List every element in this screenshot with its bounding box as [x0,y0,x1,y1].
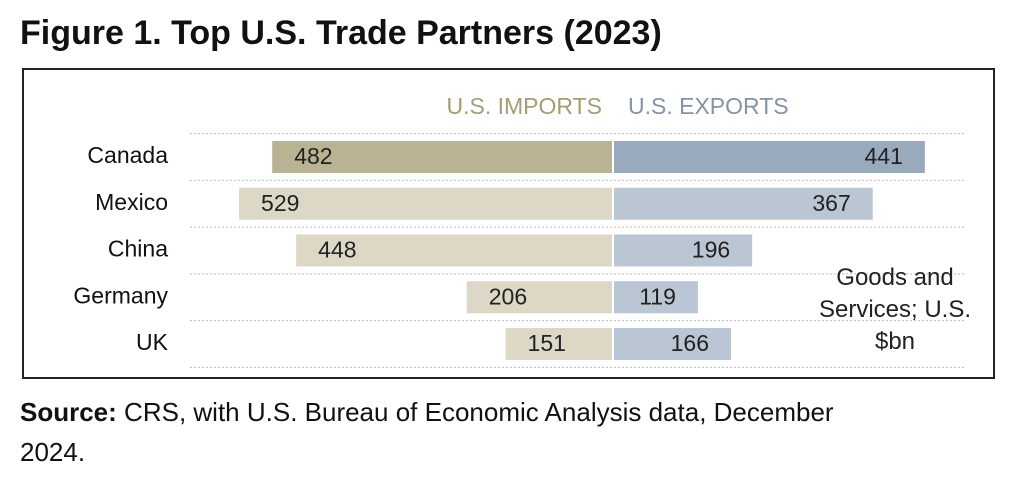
value-label: 206 [489,283,527,309]
value-label: 448 [318,237,356,263]
import-bar [296,234,612,267]
value-label: 166 [671,330,709,356]
category-label: Canada [87,142,168,168]
export-bar [614,234,753,267]
import-bar [272,141,612,173]
value-label: 151 [528,330,566,356]
chart: U.S. IMPORTS U.S. EXPORTS Canada 482 441 Mexi… [22,68,995,379]
units-note: Goods and Services; U.S. $bn [818,264,972,355]
chart-title: Figure 1. Top U.S. Trade Partners (2023) [20,14,662,52]
import-bar [239,187,612,220]
import-bar [466,281,612,314]
source: Source: CRS, with U.S. Bureau of Economi… [20,392,880,472]
category-label: Germany [73,282,168,308]
source-text: CRS, with U.S. Bureau of Economic Analys… [20,397,834,467]
value-label: 196 [692,237,730,263]
legend-label: U.S. EXPORTS [628,93,789,119]
category-label: China [108,236,168,262]
import-bar [505,328,612,360]
export-bar [614,141,925,173]
value-label: 529 [261,190,299,216]
value-label: 441 [865,143,903,169]
source-label: Source: [20,397,117,427]
export-bar [614,187,873,220]
value-label: 367 [812,190,850,216]
export-bar [614,281,698,314]
value-label: 119 [639,283,676,309]
category-label: Mexico [95,189,168,215]
value-label: 482 [294,143,332,169]
legend-label: U.S. IMPORTS [447,93,603,119]
category-label: UK [136,329,169,355]
chart-frame [22,68,995,379]
export-bar [614,328,732,360]
